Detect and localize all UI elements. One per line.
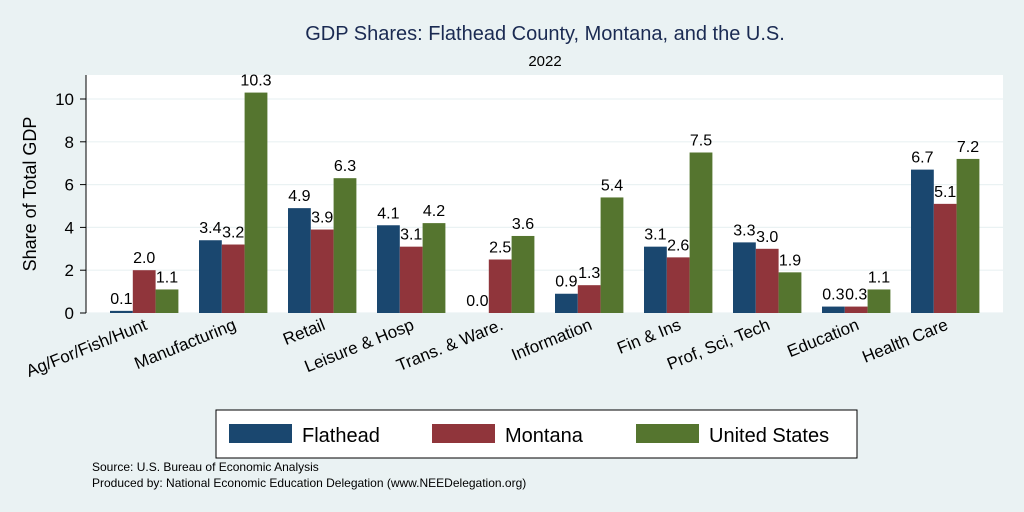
legend-label-montana: Montana [505, 425, 584, 447]
bar-montana-trans-ware [488, 259, 512, 313]
data-label-flathead-health-care: 6.7 [911, 150, 933, 167]
data-label-united-states-information: 5.4 [601, 177, 623, 194]
bar-flathead-health-care [911, 169, 934, 313]
data-label-united-states-leisure-hosp: 4.2 [423, 203, 445, 220]
y-tick-label-4: 4 [65, 218, 74, 237]
y-tick-label-10: 10 [55, 90, 74, 109]
data-label-montana-fin-ins: 2.6 [667, 237, 689, 254]
data-label-united-states-prof-sci-tech: 1.9 [779, 252, 801, 269]
y-tick-label-8: 8 [65, 133, 74, 152]
data-label-montana-leisure-hosp: 3.1 [400, 227, 422, 244]
bar-flathead-ag-for-fish-hunt [110, 310, 133, 313]
bars-group [110, 92, 980, 313]
produced-by-note: Produced by: National Economic Education… [92, 476, 526, 490]
bar-montana-information [577, 285, 601, 313]
chart-title: GDP Shares: Flathead County, Montana, an… [305, 23, 785, 45]
bar-united-states-leisure-hosp [422, 223, 446, 313]
bar-flathead-fin-ins [644, 246, 667, 313]
data-labels-group: 0.12.01.13.4 3.210.34.93.96.34.13.14.20.0… [110, 73, 979, 310]
data-label-montana-prof-sci-tech: 3.0 [756, 229, 778, 246]
data-label-flathead-retail: 4.9 [288, 188, 310, 205]
data-label-montana-retail: 3.9 [311, 210, 333, 227]
data-label-flathead-prof-sci-tech: 3.3 [733, 222, 755, 239]
bar-united-states-prof-sci-tech [778, 272, 802, 313]
data-label-montana-health-care: 5.1 [934, 184, 956, 201]
y-tick-label-2: 2 [65, 261, 74, 280]
data-label-flathead-education: 0.3 [822, 287, 844, 304]
bar-montana-ag-for-fish-hunt [132, 270, 156, 313]
legend-swatch-montana [432, 424, 495, 443]
legend-label-flathead: Flathead [302, 425, 380, 447]
data-label-united-states-manufacturing: 10.3 [240, 73, 271, 90]
bar-united-states-manufacturing [244, 92, 268, 313]
y-tick-label-0: 0 [65, 304, 74, 323]
bar-united-states-trans-ware [511, 235, 535, 313]
data-label-flathead-fin-ins: 3.1 [644, 227, 666, 244]
y-axis-label: Share of Total GDP [20, 117, 40, 272]
legend-label-united-states: United States [709, 425, 829, 447]
bar-montana-prof-sci-tech [755, 248, 779, 313]
bar-montana-leisure-hosp [399, 246, 423, 313]
data-label-montana-manufacturing: 3.2 [222, 225, 244, 242]
data-label-montana-information: 1.3 [578, 265, 600, 282]
data-label-montana-trans-ware: 2.5 [489, 240, 511, 257]
bar-united-states-information [600, 197, 624, 313]
legend-swatch-flathead [229, 424, 292, 443]
legend: Flathead Montana United States [215, 409, 858, 459]
bar-united-states-retail [333, 178, 357, 313]
data-label-united-states-trans-ware: 3.6 [512, 216, 534, 233]
data-label-flathead-trans-ware: 0.0 [466, 293, 488, 310]
bar-united-states-fin-ins [689, 152, 713, 313]
data-label-united-states-ag-for-fish-hunt: 1.1 [156, 269, 178, 286]
data-label-united-states-fin-ins: 7.5 [690, 133, 712, 150]
bar-montana-health-care [933, 203, 957, 313]
bar-united-states-education [867, 289, 891, 313]
data-label-flathead-manufacturing: 3.4 [199, 220, 221, 237]
data-label-united-states-health-care: 7.2 [957, 139, 979, 156]
data-label-montana-education: 0.3 [845, 287, 867, 304]
bar-flathead-manufacturing [199, 240, 222, 313]
data-label-flathead-information: 0.9 [555, 274, 577, 291]
source-note: Source: U.S. Bureau of Economic Analysis [92, 460, 319, 474]
data-label-flathead-leisure-hosp: 4.1 [377, 205, 399, 222]
bar-flathead-prof-sci-tech [733, 242, 756, 313]
bar-montana-education [844, 306, 868, 313]
legend-swatch-united-states [636, 424, 699, 443]
data-label-united-states-retail: 6.3 [334, 158, 356, 175]
bar-montana-retail [310, 229, 334, 313]
data-label-flathead-ag-for-fish-hunt: 0.1 [110, 291, 132, 308]
y-tick-label-6: 6 [65, 176, 74, 195]
data-label-montana-ag-for-fish-hunt: 2.0 [133, 250, 155, 267]
legend-box [215, 409, 858, 459]
bar-montana-fin-ins [666, 257, 690, 313]
bar-flathead-information [555, 293, 578, 313]
bar-montana-manufacturing [221, 244, 245, 313]
chart-subtitle: 2022 [528, 53, 561, 70]
bar-flathead-leisure-hosp [377, 225, 400, 313]
bar-flathead-retail [288, 208, 311, 313]
bar-united-states-health-care [956, 158, 980, 313]
bar-flathead-education [822, 306, 845, 313]
y-ticks-group: 0 2 4 6 8 10 [55, 90, 86, 323]
data-label-united-states-education: 1.1 [868, 269, 890, 286]
bar-united-states-ag-for-fish-hunt [155, 289, 179, 313]
